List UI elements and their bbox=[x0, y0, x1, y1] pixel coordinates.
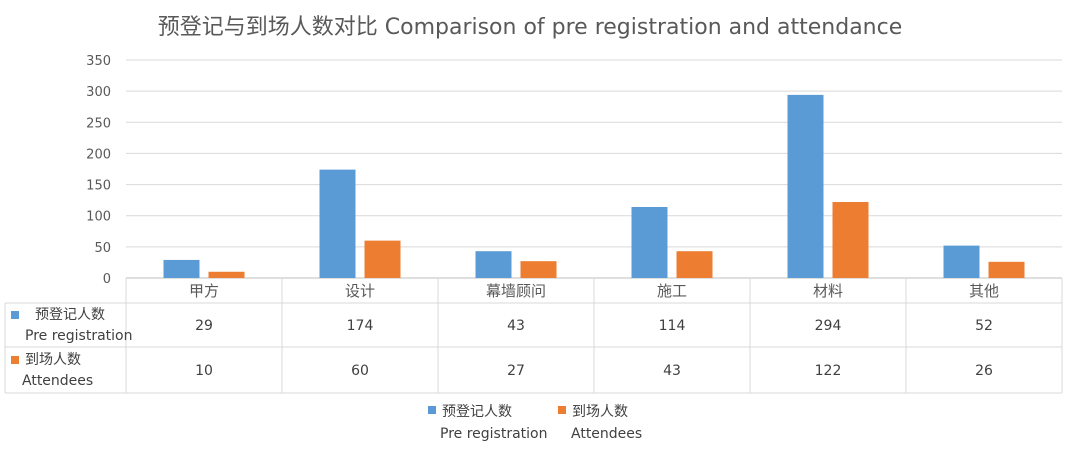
table-cell-value: 122 bbox=[815, 363, 842, 379]
bar-pre-registration bbox=[319, 169, 356, 278]
table-cell-value: 43 bbox=[507, 318, 525, 334]
legend-label-zh: 到场人数 bbox=[572, 404, 628, 420]
category-label: 甲方 bbox=[189, 282, 219, 300]
legend-key-swatch bbox=[11, 356, 19, 364]
y-tick-label: 0 bbox=[103, 272, 111, 287]
table-cell-value: 26 bbox=[975, 363, 993, 379]
bar-attendees bbox=[208, 271, 245, 278]
category-label: 施工 bbox=[657, 282, 687, 300]
category-label: 设计 bbox=[345, 282, 375, 300]
bar-pre-registration bbox=[631, 206, 668, 278]
bar-pre-registration bbox=[163, 259, 200, 278]
legend-key-swatch bbox=[11, 311, 19, 319]
y-tick-label: 350 bbox=[86, 54, 111, 69]
y-tick-label: 100 bbox=[86, 210, 111, 225]
legend-swatch bbox=[428, 406, 436, 414]
table-cell-value: 27 bbox=[507, 363, 525, 379]
table-cell-value: 60 bbox=[351, 363, 369, 379]
legend-label-zh: 预登记人数 bbox=[442, 404, 512, 420]
gridlines bbox=[126, 59, 1062, 279]
table-cell-value: 10 bbox=[195, 363, 213, 379]
table-cell-value: 29 bbox=[195, 318, 213, 334]
legend-label-en: Attendees bbox=[571, 426, 642, 442]
table-cell-value: 174 bbox=[347, 318, 374, 334]
y-tick-label: 300 bbox=[86, 85, 111, 100]
bar-attendees bbox=[520, 261, 557, 278]
bar-pre-registration bbox=[787, 94, 824, 278]
bar-attendees bbox=[988, 261, 1025, 278]
chart-title: 预登记与到场人数对比 Comparison of pre registratio… bbox=[158, 15, 903, 40]
category-label: 其他 bbox=[969, 282, 999, 300]
table-cell-value: 294 bbox=[815, 318, 842, 334]
y-axis-ticks: 0 50 100 150 200 250 300 350 bbox=[86, 54, 111, 287]
y-tick-label: 250 bbox=[86, 116, 111, 131]
bars bbox=[163, 94, 1025, 278]
table-cell-value: 52 bbox=[975, 318, 993, 334]
row-label-zh: 预登记人数 bbox=[35, 307, 105, 323]
row-label-zh: 到场人数 bbox=[25, 352, 81, 368]
table-cell-value: 114 bbox=[659, 318, 686, 334]
category-label: 材料 bbox=[813, 282, 843, 300]
y-tick-label: 50 bbox=[94, 241, 111, 256]
y-tick-label: 200 bbox=[86, 147, 111, 162]
y-tick-label: 150 bbox=[86, 179, 111, 194]
row-label-en: Attendees bbox=[22, 373, 93, 389]
legend: 预登记人数 Pre registration 到场人数 Attendees bbox=[428, 404, 642, 442]
bar-pre-registration bbox=[475, 251, 512, 278]
legend-label-en: Pre registration bbox=[440, 426, 547, 442]
row-label-en: Pre registration bbox=[25, 328, 132, 344]
category-label: 幕墙顾问 bbox=[486, 282, 546, 300]
table-cell-value: 43 bbox=[663, 363, 681, 379]
bar-attendees bbox=[676, 251, 713, 278]
bar-pre-registration bbox=[943, 245, 980, 278]
bar-attendees bbox=[832, 202, 869, 278]
legend-swatch bbox=[558, 406, 566, 414]
bar-attendees bbox=[364, 240, 401, 278]
